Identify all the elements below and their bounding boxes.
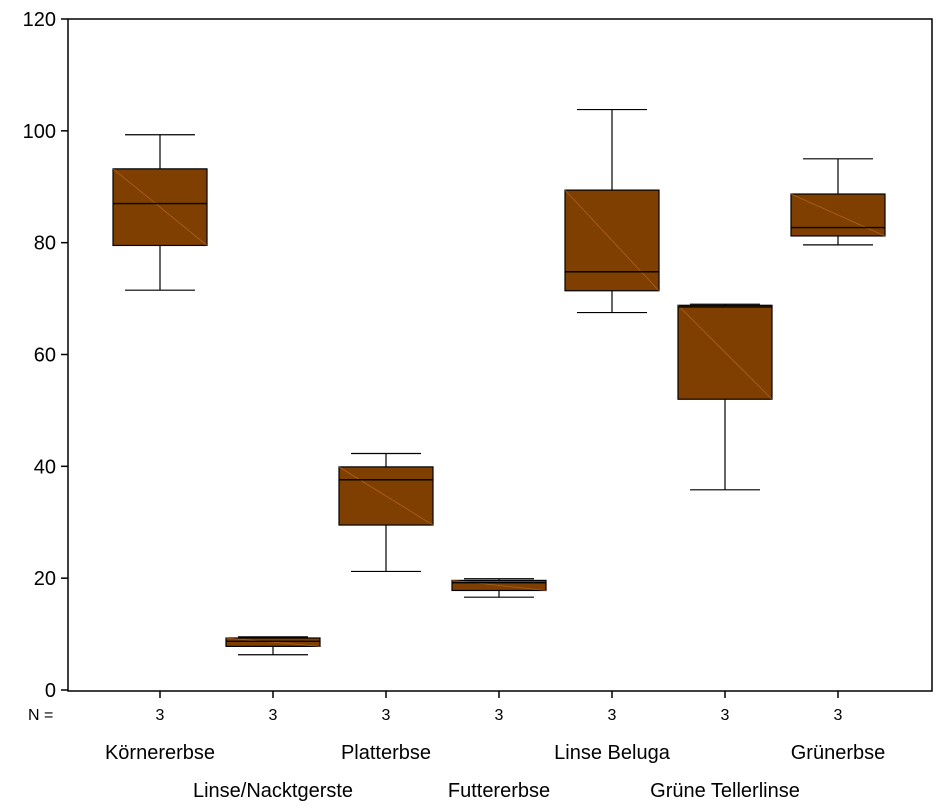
n-count: 3 — [156, 707, 165, 724]
box-series — [112, 108, 886, 698]
box-6 — [677, 303, 773, 698]
n-count: 3 — [269, 707, 278, 724]
x-axis-categories: Körnererbse Linse/Nacktgerste Platterbse Fu… — [105, 742, 885, 802]
box-1 — [112, 134, 208, 698]
n-count: 3 — [382, 707, 391, 724]
y-tick-label: 100 — [23, 121, 56, 143]
box-shading — [338, 466, 434, 526]
y-tick-label: 80 — [34, 233, 56, 255]
y-tick-label: 0 — [45, 680, 56, 702]
box-3 — [338, 452, 434, 698]
box-shading — [112, 168, 208, 246]
category-label: Futtererbse — [448, 780, 550, 802]
category-label: Linse Beluga — [554, 742, 671, 764]
box-5 — [564, 108, 660, 698]
box-shading — [677, 305, 773, 400]
category-label: Linse/Nacktgerste — [193, 780, 353, 802]
box-7 — [790, 158, 886, 698]
category-label: Platterbse — [341, 742, 431, 764]
y-axis: 0 20 40 60 80 100 120 — [23, 9, 68, 702]
n-count: 3 — [608, 707, 617, 724]
y-tick-label: 40 — [34, 456, 56, 478]
box-4 — [451, 578, 547, 698]
y-tick-label: 20 — [34, 568, 56, 590]
y-tick-label: 120 — [23, 9, 56, 31]
box-2 — [225, 636, 321, 698]
box-shading — [564, 189, 660, 292]
y-tick-label: 60 — [34, 345, 56, 367]
n-counts: 3 3 3 3 3 3 3 — [156, 707, 843, 724]
n-count: 3 — [721, 707, 730, 724]
box-shading — [790, 193, 886, 237]
n-count: 3 — [495, 707, 504, 724]
category-label: Körnererbse — [105, 742, 215, 764]
category-label: Grünerbse — [791, 742, 886, 764]
category-label: Grüne Tellerlinse — [650, 780, 800, 802]
n-count-label: N = — [28, 707, 53, 724]
n-count: 3 — [834, 707, 843, 724]
box-shading — [225, 637, 321, 647]
